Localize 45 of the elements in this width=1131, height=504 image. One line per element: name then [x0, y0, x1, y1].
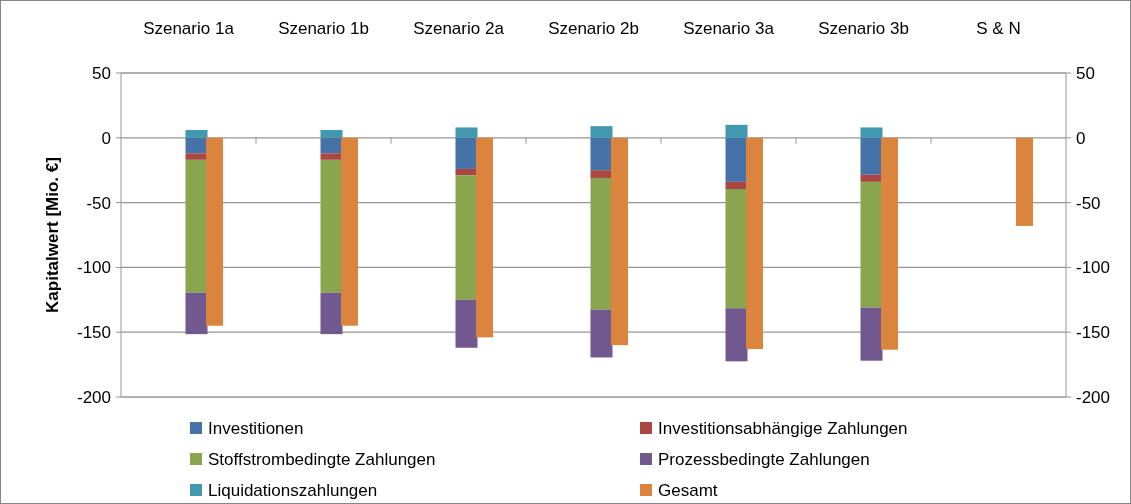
y2-tick-label: -100 — [1076, 258, 1111, 278]
x-tick-label: Szenario 1b — [278, 19, 369, 38]
x-tick-label: Szenario 2a — [413, 19, 505, 38]
bar — [590, 126, 613, 138]
y2-tick-label: -150 — [1076, 323, 1111, 343]
legend-label: Liquidationszahlungen — [208, 481, 378, 500]
y-tick-label: -50 — [86, 193, 111, 213]
x-tick-label: Szenario 2b — [548, 19, 639, 38]
x-tick-label: Szenario 3b — [818, 19, 909, 38]
bar — [455, 127, 478, 138]
bar — [590, 137, 613, 171]
legend-label: Investitionen — [208, 419, 304, 438]
legend-label: Gesamt — [658, 481, 718, 500]
y-tick-label: 0 — [101, 128, 111, 148]
bar — [455, 137, 478, 169]
bar — [860, 127, 883, 138]
bar — [185, 153, 208, 160]
bar — [320, 292, 343, 335]
bar — [320, 130, 343, 138]
bar — [725, 124, 748, 138]
x-tick-label: Szenario 3a — [683, 19, 775, 38]
x-tick-label: S & N — [976, 19, 1021, 38]
bar — [185, 130, 208, 138]
bar — [860, 307, 883, 361]
y2-tick-label: -50 — [1076, 193, 1101, 213]
y-axis-title: Kapitalwert [Mio. €] — [43, 157, 62, 313]
y-tick-label: -100 — [76, 258, 111, 278]
x-tick-label: Szenario 1a — [143, 19, 235, 38]
legend-label: Investitionsabhängige Zahlungen — [658, 419, 908, 438]
y2-tick-label: 50 — [1076, 63, 1095, 83]
y2-tick-label: 0 — [1076, 128, 1086, 148]
bar — [725, 308, 748, 362]
y2-tick-label: -200 — [1076, 387, 1111, 407]
legend-label: Prozessbedingte Zahlungen — [658, 450, 870, 469]
legend-label: Stoffstrombedingte Zahlungen — [208, 450, 436, 469]
bar — [725, 137, 748, 182]
bar — [590, 309, 613, 358]
bar — [185, 292, 208, 335]
bar — [860, 137, 883, 175]
y-tick-label: 50 — [92, 63, 111, 83]
bar — [590, 170, 613, 178]
y-tick-label: -200 — [76, 387, 111, 407]
bar — [320, 153, 343, 160]
bar — [455, 299, 478, 348]
y-tick-label: -150 — [76, 323, 111, 343]
